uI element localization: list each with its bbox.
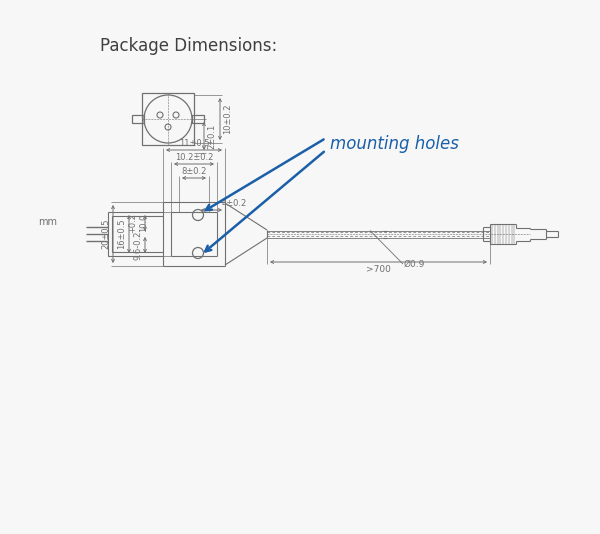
Text: 10±0.2: 10±0.2 [223,104,233,134]
Text: 4±0.2: 4±0.2 [221,200,247,208]
Text: 2±0.1: 2±0.1 [208,123,217,148]
Bar [192,115,204,123]
Text: 11±0.5: 11±0.5 [179,139,209,148]
Text: >700: >700 [366,264,391,273]
Text: +0.2
10.0: +0.2 10.0 [128,213,148,233]
Text: mm: mm [38,217,57,227]
Bar [132,115,144,123]
Text: 10.2±0.2: 10.2±0.2 [175,153,213,162]
Text: Ø0.9: Ø0.9 [404,260,425,269]
Text: 16±0.5: 16±0.5 [118,219,127,249]
Text: 8±0.2: 8±0.2 [181,168,206,177]
Bar [142,93,194,145]
Text: 20±0.5: 20±0.5 [101,219,110,249]
Text: Package Dimensions:: Package Dimensions: [100,37,277,55]
Text: mounting holes: mounting holes [330,135,459,153]
Text: 9.6-0.2: 9.6-0.2 [133,230,143,260]
